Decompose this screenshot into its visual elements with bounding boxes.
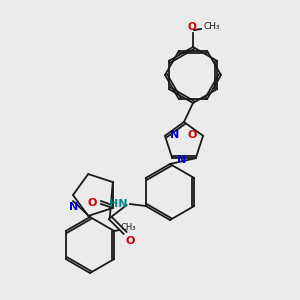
Text: CH₃: CH₃ xyxy=(203,22,220,31)
Text: O: O xyxy=(87,198,97,208)
Text: O: O xyxy=(188,22,196,32)
Text: O: O xyxy=(188,130,197,140)
Text: CH₃: CH₃ xyxy=(120,224,136,232)
Text: N: N xyxy=(177,155,187,165)
Text: N: N xyxy=(170,130,179,140)
Text: HN: HN xyxy=(109,199,128,209)
Text: N: N xyxy=(69,202,79,212)
Text: O: O xyxy=(126,236,135,246)
